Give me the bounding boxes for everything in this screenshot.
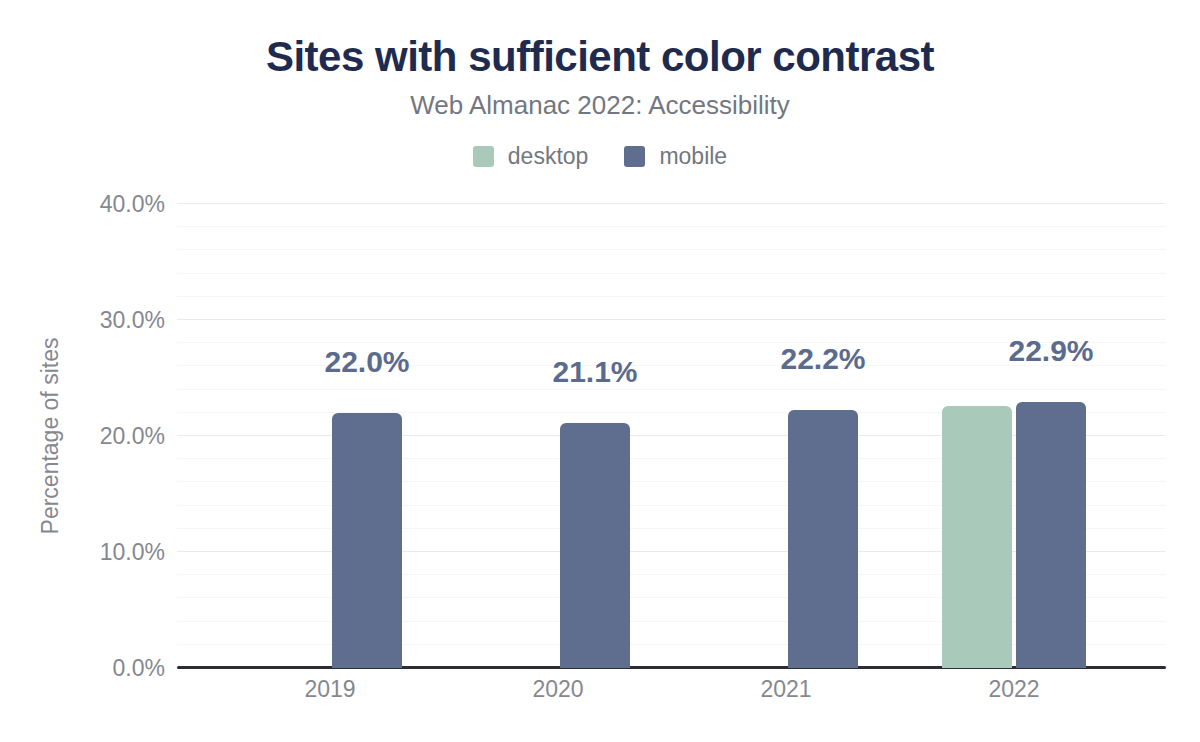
data-label-2019: 22.0% (297, 345, 437, 379)
mobile-swatch-icon (624, 146, 645, 167)
legend-label-mobile: mobile (659, 143, 727, 170)
legend: desktop mobile (0, 143, 1200, 170)
gridline-minor (177, 226, 1166, 227)
x-tick-label-2020: 2020 (488, 676, 628, 703)
data-label-2021: 22.2% (753, 342, 893, 376)
data-label-2020: 21.1% (525, 355, 665, 389)
legend-item-mobile: mobile (624, 143, 727, 170)
bar-mobile-2019 (332, 413, 402, 668)
legend-label-desktop: desktop (508, 143, 589, 170)
x-tick-label-2019: 2019 (260, 676, 400, 703)
x-tick-label-2022: 2022 (944, 676, 1084, 703)
gridline-major (177, 203, 1166, 204)
plot-area: 22.0% 21.1% 22.2% 22.9% (177, 204, 1166, 668)
data-label-2022: 22.9% (981, 334, 1121, 368)
bar-mobile-2020 (560, 423, 630, 668)
x-tick-labels: 2019 2020 2021 2022 (177, 676, 1166, 706)
gridline-minor (177, 273, 1166, 274)
bar-mobile-2021 (788, 410, 858, 668)
x-tick-label-2021: 2021 (716, 676, 856, 703)
gridline-minor (177, 296, 1166, 297)
gridline-major (177, 319, 1166, 320)
bar-desktop-2022 (942, 406, 1012, 668)
chart-subtitle: Web Almanac 2022: Accessibility (0, 90, 1200, 121)
y-tick-label: 0.0% (0, 654, 165, 682)
chart-title: Sites with sufficient color contrast (0, 33, 1200, 81)
bar-mobile-2022 (1016, 402, 1086, 668)
y-tick-label: 20.0% (0, 422, 165, 450)
y-tick-labels: 0.0%10.0%20.0%30.0%40.0% (0, 204, 165, 668)
desktop-swatch-icon (473, 146, 494, 167)
legend-item-desktop: desktop (473, 143, 589, 170)
y-tick-label: 30.0% (0, 306, 165, 334)
gridline-minor (177, 249, 1166, 250)
y-tick-label: 10.0% (0, 538, 165, 566)
chart-figure: Sites with sufficient color contrast Web… (0, 0, 1200, 742)
gridline-minor (177, 389, 1166, 390)
y-tick-label: 40.0% (0, 190, 165, 218)
